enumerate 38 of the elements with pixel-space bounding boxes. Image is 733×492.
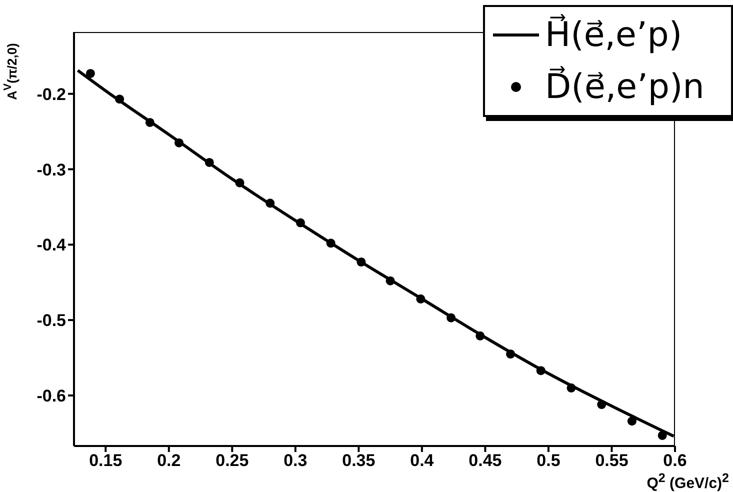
x-tick-label: 0.55: [595, 451, 628, 470]
point: [115, 94, 124, 104]
point: [86, 68, 95, 78]
x-tick-label: 0.4: [410, 451, 434, 470]
point: [356, 257, 366, 267]
point: [174, 138, 184, 148]
y-tick-label: -0.4: [36, 236, 67, 255]
x-tick-label: 0.2: [157, 451, 181, 470]
point: [446, 313, 456, 322]
x-axis-title: Q$^{2}$ (GeV/c)$^{2}$: [646, 471, 729, 492]
y-tick-label: -0.3: [36, 160, 66, 180]
y-tick-label: -0.5: [36, 311, 66, 330]
point: [386, 276, 395, 286]
point: [566, 383, 576, 392]
point: [204, 158, 214, 167]
point: [536, 366, 546, 376]
point: [627, 416, 636, 426]
point: [597, 400, 606, 410]
point: [506, 349, 516, 359]
point: [658, 430, 667, 440]
point: [326, 238, 336, 248]
y-tick-label: -0.6: [36, 386, 66, 406]
x-tick-label: 0.6: [663, 451, 687, 470]
x-tick-label: 0.45: [468, 451, 502, 470]
x-tick-label: 0.25: [216, 451, 249, 470]
point: [145, 118, 154, 127]
x-tick-label: 0.35: [342, 451, 376, 470]
point: [476, 331, 485, 340]
x-tick-label: 0.15: [89, 451, 122, 470]
x-tick-label: 0.3: [284, 451, 308, 470]
y-tick-label: -0.2: [36, 84, 66, 104]
x-tick-label: 0.5: [536, 451, 560, 470]
point: [235, 178, 244, 188]
legend-label: D⃗(e⃗,e’p)n: [545, 65, 704, 109]
point: [296, 218, 305, 228]
point: [416, 294, 426, 304]
point: [266, 198, 275, 208]
legend-label: H⃗(e⃗,e’p): [545, 13, 682, 57]
